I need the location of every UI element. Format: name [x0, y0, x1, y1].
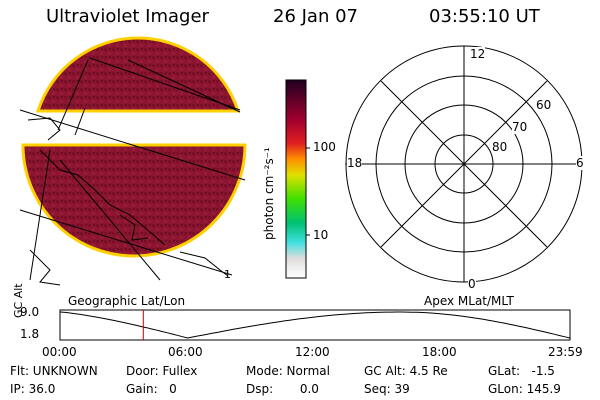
time-label: 03:55:10 UT — [429, 6, 540, 27]
colorbar-unit-label: photon cm⁻²s⁻¹ — [262, 147, 276, 240]
geo-panel-label: Geographic Lat/Lon — [68, 294, 186, 308]
polar-diagonal-2 — [380, 80, 548, 248]
info-flt: Flt: UNKNOWN — [10, 364, 98, 378]
info-mode: Mode: Normal — [246, 364, 330, 378]
geo-grid-lines — [19, 57, 246, 281]
mlat-label-70: 70 — [512, 120, 528, 134]
polar-panel-label: Apex MLat/MLT — [424, 294, 514, 308]
info-gain: Gain: 0 — [126, 382, 177, 396]
mlt-label-12: 12 — [470, 47, 486, 61]
orbit-xtick-0600: 06:00 — [168, 345, 203, 359]
colorbar-tick-100: 100 — [313, 140, 336, 154]
orbit-xtick-0000: 00:00 — [42, 345, 77, 359]
app-title: Ultraviolet Imager — [46, 6, 209, 27]
orbit-plot — [59, 309, 571, 341]
mlt-label-18: 18 — [347, 156, 363, 170]
geo-corner-mark: 1 — [224, 268, 231, 281]
info-gc-alt: GC Alt: 4.5 Re — [364, 364, 448, 378]
info-ip: IP: 36.0 — [10, 382, 56, 396]
mlt-label-6: 6 — [576, 156, 584, 170]
geo-image-panel: 1 — [19, 36, 247, 286]
orbit-xtick-1200: 12:00 — [295, 345, 330, 359]
orbit-altitude-curve — [59, 311, 571, 339]
orbit-plot-frame — [59, 309, 571, 341]
mlat-label-80: 80 — [492, 140, 508, 154]
mlat-label-60: 60 — [536, 98, 552, 112]
polar-plot — [345, 45, 583, 283]
colorbar-tick-10: 10 — [313, 228, 329, 242]
colorbar-gradient — [285, 79, 307, 279]
orbit-ytick-9: 9.0 — [20, 305, 40, 319]
info-glon: GLon: 145.9 — [488, 382, 561, 396]
info-glat: GLat: -1.5 — [488, 364, 555, 378]
orbit-xtick-1800: 18:00 — [422, 345, 457, 359]
orbit-ytick-1.8: 1.8 — [20, 327, 40, 341]
date-label: 26 Jan 07 — [273, 6, 358, 27]
info-dsp: Dsp: 0.0 — [246, 382, 319, 396]
orbit-xtick-2359: 23:59 — [548, 345, 583, 359]
mlt-label-0: 0 — [468, 277, 476, 291]
colorbar — [285, 79, 310, 279]
info-seq: Seq: 39 — [364, 382, 410, 396]
info-door: Door: Fullex — [126, 364, 198, 378]
